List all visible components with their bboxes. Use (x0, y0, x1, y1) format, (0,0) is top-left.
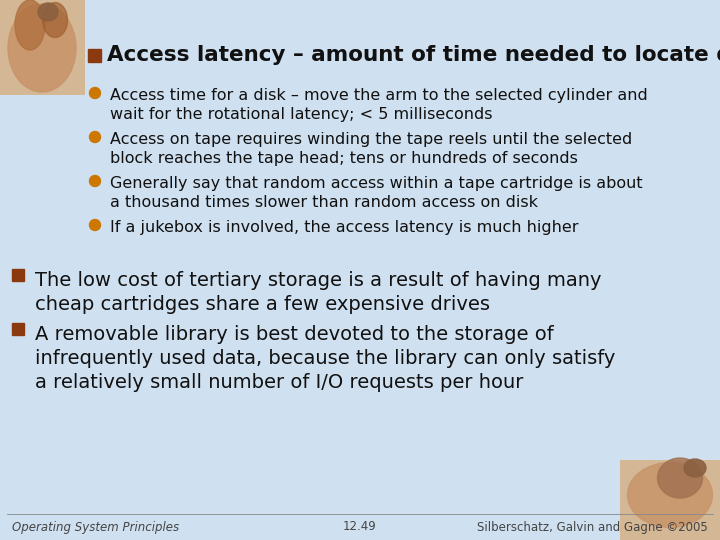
Circle shape (89, 176, 101, 186)
Text: If a jukebox is involved, the access latency is much higher: If a jukebox is involved, the access lat… (110, 220, 578, 235)
FancyBboxPatch shape (0, 0, 85, 95)
Ellipse shape (657, 458, 703, 498)
Text: Generally say that random access within a tape cartridge is about
a thousand tim: Generally say that random access within … (110, 176, 643, 210)
Ellipse shape (684, 459, 706, 477)
Ellipse shape (42, 3, 68, 37)
FancyBboxPatch shape (620, 460, 720, 540)
Text: Access latency – amount of time needed to locate data.: Access latency – amount of time needed t… (107, 45, 720, 65)
Ellipse shape (8, 4, 76, 92)
Text: 12.49: 12.49 (343, 521, 377, 534)
Circle shape (89, 219, 101, 231)
Text: Operating System Principles: Operating System Principles (12, 521, 179, 534)
Ellipse shape (15, 0, 45, 50)
Text: A removable library is best devoted to the storage of
infrequently used data, be: A removable library is best devoted to t… (35, 325, 616, 393)
Ellipse shape (628, 462, 713, 528)
Text: Access on tape requires winding the tape reels until the selected
block reaches : Access on tape requires winding the tape… (110, 132, 632, 166)
Circle shape (89, 87, 101, 98)
Bar (12, 269, 24, 281)
Bar (12, 323, 24, 335)
Text: The low cost of tertiary storage is a result of having many
cheap cartridges sha: The low cost of tertiary storage is a re… (35, 271, 601, 314)
Circle shape (89, 132, 101, 143)
Text: Access time for a disk – move the arm to the selected cylinder and
wait for the : Access time for a disk – move the arm to… (110, 88, 648, 122)
Bar (88, 49, 101, 62)
Text: Silberschatz, Galvin and Gagne ©2005: Silberschatz, Galvin and Gagne ©2005 (477, 521, 708, 534)
Ellipse shape (38, 3, 58, 21)
